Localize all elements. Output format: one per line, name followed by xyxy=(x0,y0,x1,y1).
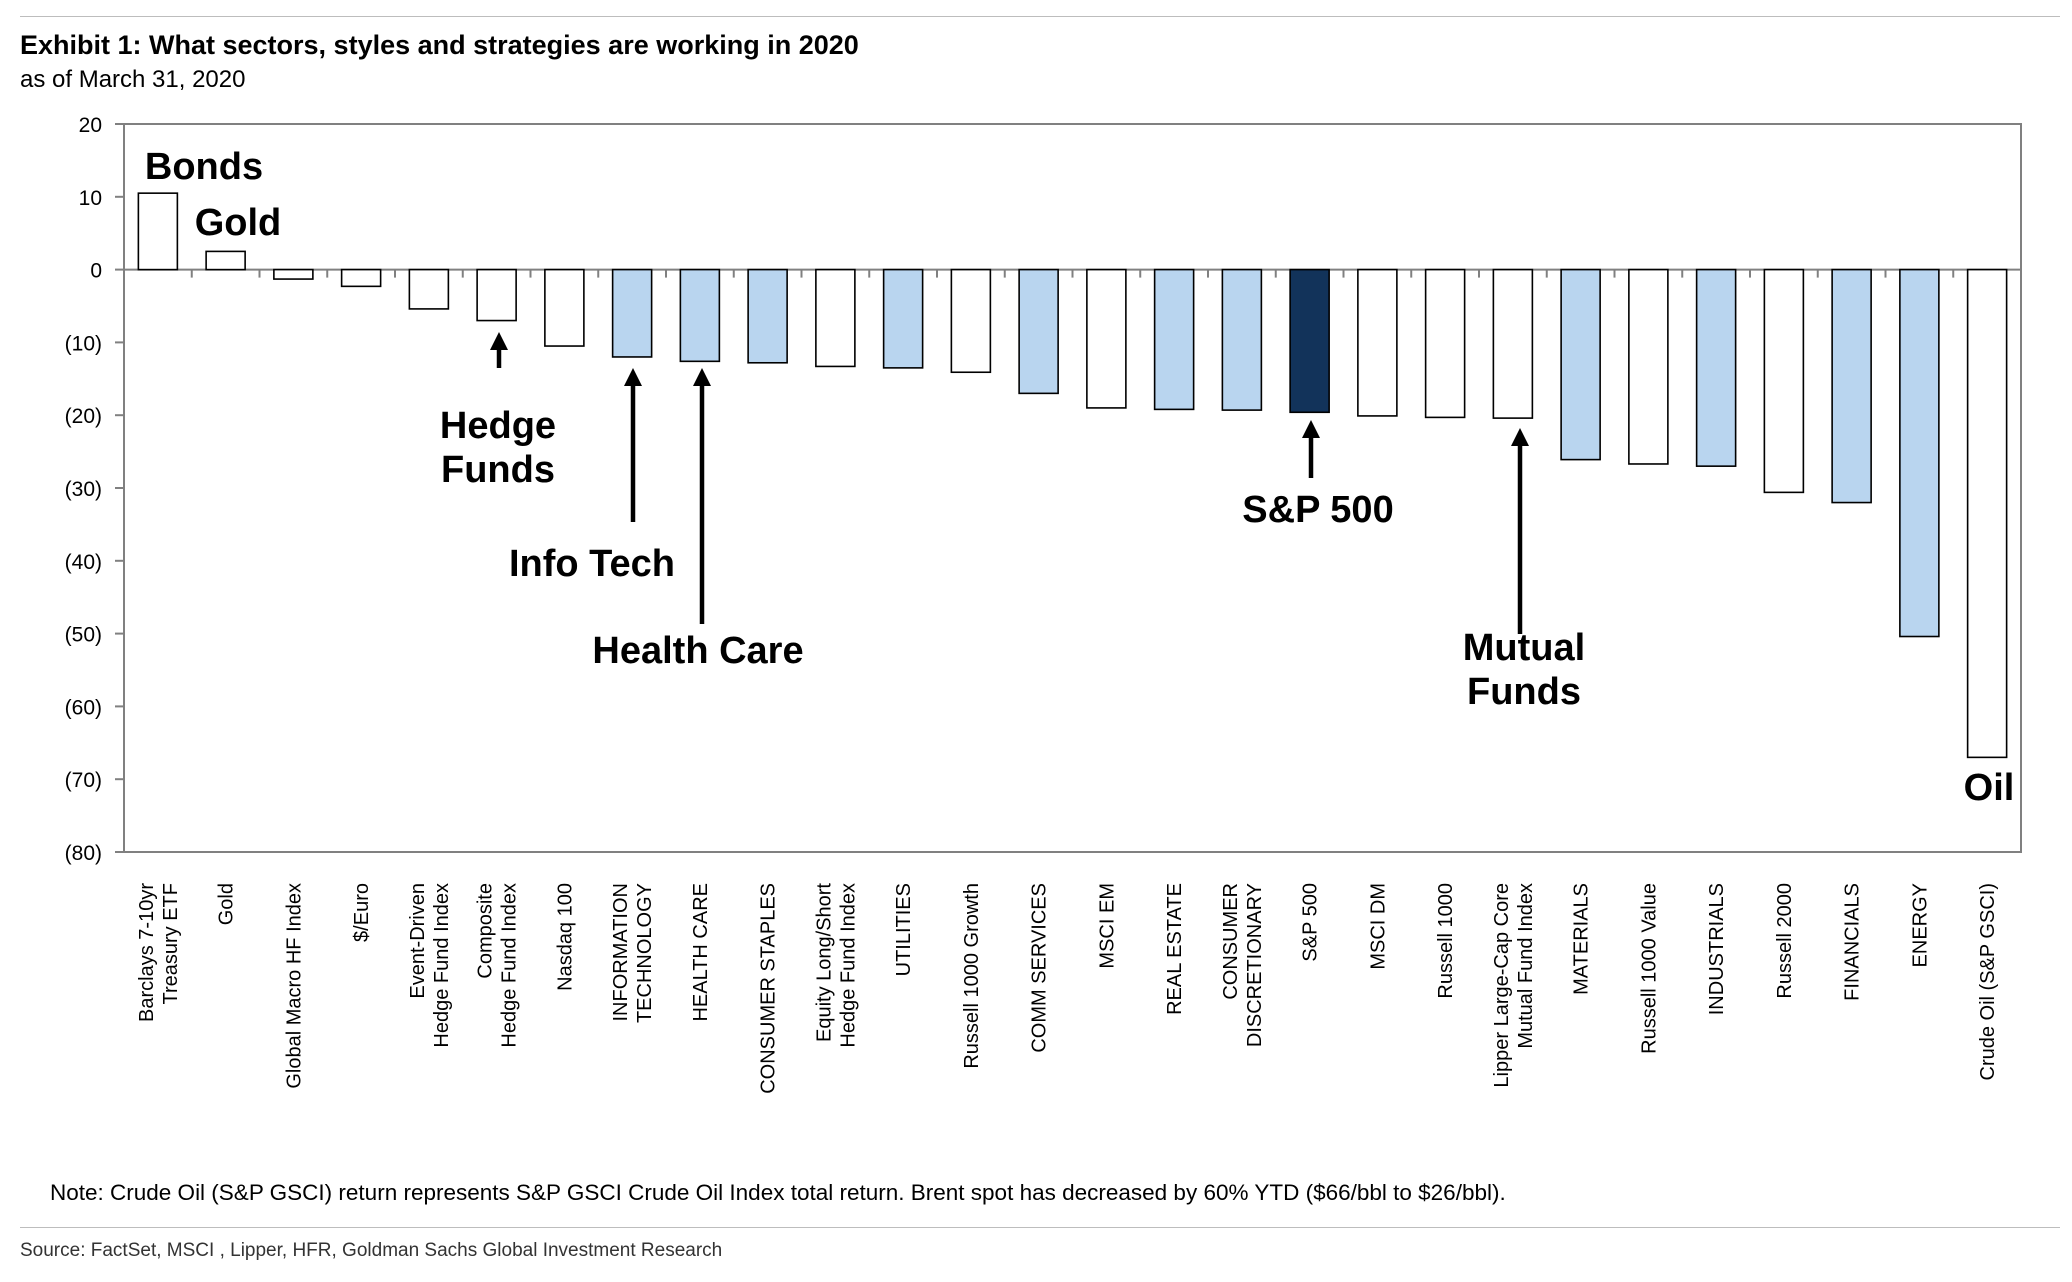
x-category-label: REAL ESTATE xyxy=(1164,883,1186,1015)
x-category-label: TECHNOLOGY xyxy=(634,883,656,1023)
x-category-label: MSCI DM xyxy=(1367,883,1389,970)
chart-note: Note: Crude Oil (S&P GSCI) return repres… xyxy=(50,1180,1506,1205)
x-category-label: Composite xyxy=(475,883,497,979)
top-rule xyxy=(20,16,2060,17)
bottom-rule xyxy=(20,1227,2060,1228)
x-category-label: Hedge Fund Index xyxy=(499,883,521,1048)
y-tick-label: 0 xyxy=(90,260,102,283)
chart-source: Source: FactSet, MSCI , Lipper, HFR, Gol… xyxy=(20,1240,723,1261)
bar-3 xyxy=(273,268,314,280)
bar-2 xyxy=(205,250,246,271)
y-tick-label: (50) xyxy=(65,624,102,647)
bar-24 xyxy=(1695,268,1737,467)
bar-4 xyxy=(340,268,382,288)
x-category-label: HEALTH CARE xyxy=(690,883,712,1022)
x-category-label: Russell 1000 Value xyxy=(1638,883,1660,1054)
bar-23 xyxy=(1628,268,1669,465)
bar-22 xyxy=(1560,268,1601,461)
chart-title: Exhibit 1: What sectors, styles and stra… xyxy=(20,30,859,60)
bar-25 xyxy=(1763,268,1805,494)
annotation-label: Funds xyxy=(441,449,555,491)
y-tick-label: (80) xyxy=(65,842,102,865)
x-category-label: Russell 1000 xyxy=(1435,883,1457,999)
bar-20 xyxy=(1424,268,1466,419)
bar-chart: 20 10 0 (10) (20) (30) (40) (50) (60) (70) (80) Bar… xyxy=(65,114,2022,1094)
annotation-label: Mutual xyxy=(1463,627,1585,669)
x-category-label: $/Euro xyxy=(351,883,373,942)
chart-subtitle: as of March 31, 2020 xyxy=(20,66,246,93)
x-category-label: FINANCIALS xyxy=(1842,883,1864,1001)
arrow-head xyxy=(693,368,711,386)
y-tick-label: 10 xyxy=(79,187,102,210)
bar-15 xyxy=(1086,268,1127,409)
x-category-label: MATERIALS xyxy=(1571,883,1593,995)
arrow-head xyxy=(624,368,642,386)
arrow-head xyxy=(490,332,508,350)
x-category-label: Treasury ETF xyxy=(160,883,182,1005)
x-category-label: CONSUMER xyxy=(1220,883,1242,1000)
annotation-label: Gold xyxy=(195,202,282,244)
x-category-label: INDUSTRIALS xyxy=(1706,883,1728,1015)
bar-18 xyxy=(1289,268,1330,414)
x-category-label: Hedge Fund Index xyxy=(837,883,859,1048)
annotation-label: S&P 500 xyxy=(1242,489,1393,531)
arrow-head xyxy=(1302,420,1320,438)
x-category-label: S&P 500 xyxy=(1300,883,1322,962)
annotation-label: Info Tech xyxy=(509,543,675,585)
annotation-label: Bonds xyxy=(145,146,263,188)
y-tick-label: 20 xyxy=(79,114,102,137)
bar-10 xyxy=(747,268,788,364)
x-category-label: Barclays 7-10yr xyxy=(136,883,158,1022)
bar-14 xyxy=(1018,268,1059,395)
x-category-label: Russell 2000 xyxy=(1774,883,1796,999)
bar-26 xyxy=(1831,268,1872,504)
bar-8 xyxy=(611,268,653,358)
x-category-label: Nasdaq 100 xyxy=(554,883,576,991)
annotation-label: Hedge xyxy=(440,405,556,447)
bar-6 xyxy=(476,268,517,322)
x-category-label: INFORMATION xyxy=(610,883,632,1022)
x-category-label: Event-Driven xyxy=(407,883,429,999)
bar-13 xyxy=(950,268,992,374)
x-category-label: COMM SERVICES xyxy=(1029,883,1051,1053)
x-category-label: Russell 1000 Growth xyxy=(961,883,983,1069)
x-category-label: Lipper Large-Cap Core xyxy=(1491,883,1513,1088)
annotation-label: Health Care xyxy=(592,630,803,672)
bar-16 xyxy=(1153,268,1195,411)
bar-5 xyxy=(408,268,450,310)
bar-7 xyxy=(544,268,585,347)
bar-17 xyxy=(1221,268,1263,411)
x-category-label: Equity Long/Short xyxy=(813,883,835,1042)
bar-19 xyxy=(1357,268,1398,417)
y-tick-label: (10) xyxy=(65,332,102,355)
x-category-label: Hedge Fund Index xyxy=(431,883,453,1048)
bar-27 xyxy=(1899,268,1940,638)
annotation-label: Funds xyxy=(1467,671,1581,713)
arrow-head xyxy=(1511,428,1529,446)
y-tick-label: (40) xyxy=(65,551,102,574)
bar-1 xyxy=(137,192,179,271)
x-category-label: MSCI EM xyxy=(1096,883,1118,969)
x-category-label: UTILITIES xyxy=(893,883,915,976)
plot-frame xyxy=(123,123,2022,853)
x-category-label: Mutual Fund Index xyxy=(1515,883,1537,1049)
y-tick-label: (60) xyxy=(65,696,102,719)
bar-12 xyxy=(882,268,924,369)
bar-9 xyxy=(679,268,721,363)
x-category-label: Gold xyxy=(216,883,238,925)
y-tick-label: (30) xyxy=(65,478,102,501)
y-tick-label: (70) xyxy=(65,769,102,792)
x-category-label: Crude Oil (S&P GSCI) xyxy=(1977,883,1999,1080)
x-category-label: Global Macro HF Index xyxy=(283,883,305,1089)
x-category-label: ENERGY xyxy=(1909,883,1931,967)
x-category-label: CONSUMER STAPLES xyxy=(758,883,780,1094)
annotation-label: Oil xyxy=(1964,767,2015,809)
bar-28 xyxy=(1966,268,2008,759)
y-tick-label: (20) xyxy=(65,405,102,428)
bar-21 xyxy=(1492,268,1534,419)
x-category-label: DISCRETIONARY xyxy=(1244,883,1266,1047)
bar-11 xyxy=(815,268,856,368)
